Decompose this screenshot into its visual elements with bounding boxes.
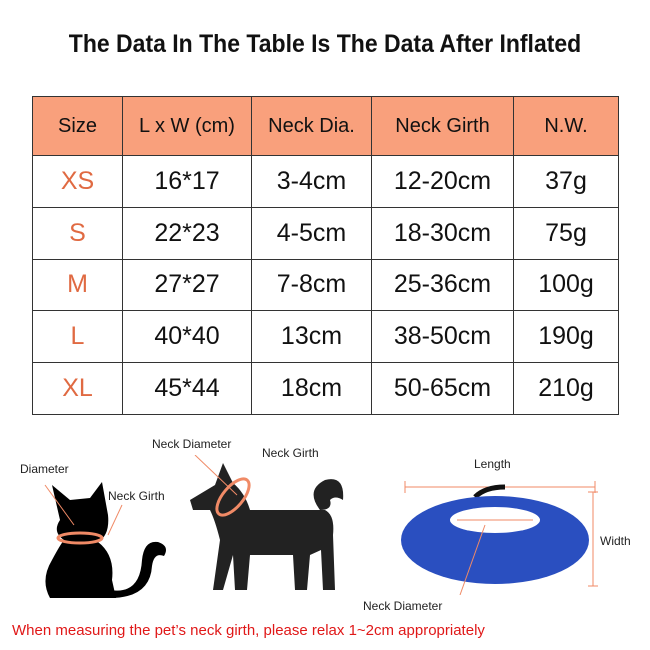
neck-dia-cell: 13cm: [251, 310, 372, 364]
lxw-cell: 22*23: [122, 206, 252, 260]
neck-dia-cell: 18cm: [251, 362, 372, 415]
size-cell: S: [32, 206, 123, 260]
nw-cell: 100g: [513, 258, 619, 312]
table-row: S 22*23 4-5cm 18-30cm 75g: [32, 206, 619, 260]
dog-silhouette-icon: [190, 455, 344, 590]
measuring-note: When measuring the pet’s neck girth, ple…: [12, 622, 485, 639]
header-neck-girth: Neck Girth: [371, 96, 514, 156]
neck-girth-cell: 25-36cm: [371, 258, 514, 312]
lxw-cell: 40*40: [122, 310, 252, 364]
dog-neck-girth-label: Neck Girth: [262, 446, 319, 460]
table-row: L 40*40 13cm 38-50cm 190g: [32, 310, 619, 364]
table-row: XL 45*44 18cm 50-65cm 210g: [32, 362, 619, 415]
size-cell: XL: [32, 362, 123, 415]
page-title: The Data In The Table Is The Data After …: [68, 30, 582, 58]
header-size: Size: [32, 96, 123, 156]
neck-dia-cell: 4-5cm: [251, 206, 372, 260]
inflatable-collar-image: [401, 481, 598, 595]
size-cell: M: [32, 258, 123, 312]
nw-cell: 210g: [513, 362, 619, 415]
neck-girth-cell: 18-30cm: [371, 206, 514, 260]
neck-girth-cell: 12-20cm: [371, 155, 514, 208]
header-nw: N.W.: [513, 96, 619, 156]
nw-cell: 75g: [513, 206, 619, 260]
collar-length-label: Length: [474, 457, 511, 471]
neck-dia-cell: 3-4cm: [251, 155, 372, 208]
size-cell: XS: [32, 155, 123, 208]
size-table: Size L x W (cm) Neck Dia. Neck Girth N.W…: [32, 96, 619, 415]
lxw-cell: 27*27: [122, 258, 252, 312]
lxw-cell: 16*17: [122, 155, 252, 208]
table-row: XS 16*17 3-4cm 12-20cm 37g: [32, 155, 619, 208]
collar-width-label: Width: [600, 534, 631, 548]
nw-cell: 190g: [513, 310, 619, 364]
table-row: M 27*27 7-8cm 25-36cm 100g: [32, 258, 619, 312]
nw-cell: 37g: [513, 155, 619, 208]
table-header-row: Size L x W (cm) Neck Dia. Neck Girth N.W…: [32, 96, 619, 156]
cat-diameter-label: Diameter: [20, 462, 69, 476]
header-lxw: L x W (cm): [122, 96, 252, 156]
cat-silhouette-icon: [44, 482, 166, 598]
collar-neck-diameter-label: Neck Diameter: [363, 599, 443, 613]
size-cell: L: [32, 310, 123, 364]
dog-neck-diameter-label: Neck Diameter: [152, 437, 232, 451]
neck-girth-cell: 50-65cm: [371, 362, 514, 415]
cat-neck-girth-label: Neck Girth: [108, 489, 165, 503]
header-neck-dia: Neck Dia.: [251, 96, 372, 156]
neck-dia-cell: 7-8cm: [251, 258, 372, 312]
neck-girth-cell: 38-50cm: [371, 310, 514, 364]
lxw-cell: 45*44: [122, 362, 252, 415]
